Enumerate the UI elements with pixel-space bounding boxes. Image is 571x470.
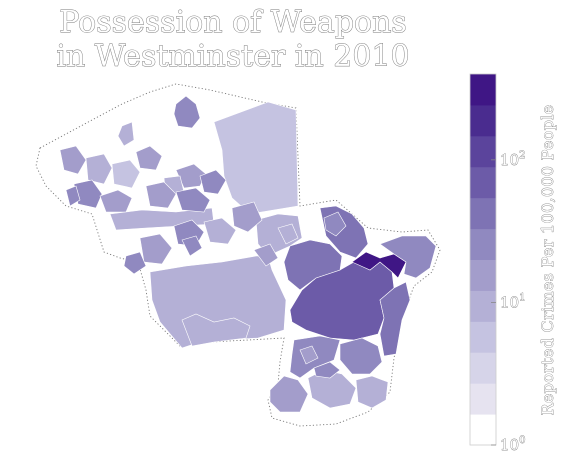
region xyxy=(135,145,163,171)
region xyxy=(59,145,87,175)
map-title-line1: Possession of Weapons xyxy=(59,5,407,40)
region xyxy=(283,239,343,291)
region xyxy=(145,181,177,209)
colorbar-tick-label: 100 xyxy=(500,435,525,454)
region xyxy=(181,313,251,347)
region xyxy=(139,233,173,265)
region xyxy=(203,217,237,245)
colorbar-band xyxy=(470,414,496,446)
colorbar-band xyxy=(470,197,496,230)
colorbar: 100 101 102 Reported Crimes Per 100,000 Pe… xyxy=(469,73,557,454)
region xyxy=(299,345,319,365)
region xyxy=(117,121,135,147)
region xyxy=(253,243,279,267)
colorbar-band xyxy=(470,321,496,353)
region xyxy=(269,375,309,413)
region xyxy=(355,375,389,409)
region xyxy=(213,101,299,215)
region xyxy=(65,185,81,207)
colorbar-band xyxy=(470,135,496,168)
region xyxy=(379,235,437,279)
region xyxy=(379,281,411,357)
colorbar-band xyxy=(470,228,496,260)
colorbar-band xyxy=(470,290,496,322)
colorbar-tick-label: 101 xyxy=(500,292,525,311)
region xyxy=(351,251,407,279)
region xyxy=(313,361,341,379)
region xyxy=(339,337,383,375)
colorbar-label: Reported Crimes Per 100,000 People xyxy=(538,105,557,416)
region xyxy=(173,95,201,129)
region xyxy=(111,159,141,189)
map-title-line2: in Westminster in 2010 xyxy=(56,39,409,74)
colorbar-band xyxy=(470,74,496,106)
colorbar-band xyxy=(470,352,496,384)
region xyxy=(181,235,203,257)
map-regions xyxy=(59,95,437,413)
colorbar-band xyxy=(470,104,496,137)
colorbar-band xyxy=(470,383,496,415)
region xyxy=(323,211,347,237)
colorbar-band xyxy=(470,259,496,291)
region xyxy=(85,153,113,185)
region xyxy=(99,189,133,213)
region xyxy=(123,251,147,275)
colorbar-frame xyxy=(469,73,497,446)
colorbar-bands xyxy=(470,74,496,446)
region xyxy=(231,201,263,233)
region xyxy=(277,223,299,245)
colorbar-tick-label: 102 xyxy=(500,150,525,169)
colorbar-ticks: 100 101 102 xyxy=(491,149,526,454)
region xyxy=(175,187,211,213)
region xyxy=(199,169,227,195)
colorbar-band xyxy=(470,166,496,199)
